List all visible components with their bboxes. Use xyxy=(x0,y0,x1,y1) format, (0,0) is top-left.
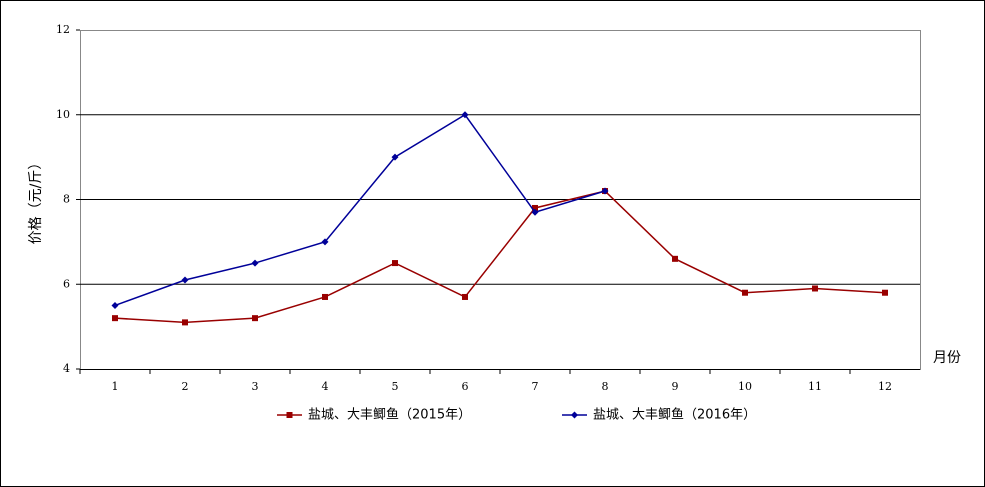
marker xyxy=(392,260,398,267)
marker xyxy=(286,412,293,418)
series-line xyxy=(114,113,606,307)
legend-label: 盐城、大丰鲫鱼（2015年） xyxy=(308,407,471,423)
y-tick-label: 6 xyxy=(63,277,70,290)
marker xyxy=(182,319,188,326)
y-tick-label: 4 xyxy=(63,362,70,375)
marker xyxy=(882,289,888,296)
x-tick-label: 6 xyxy=(462,380,469,393)
x-tick-label: 5 xyxy=(392,380,399,393)
marker xyxy=(321,238,329,246)
y-axis-label: 价格（元/斤） xyxy=(28,156,44,245)
x-tick-label: 2 xyxy=(182,380,189,393)
marker xyxy=(112,315,118,322)
x-tick-label: 9 xyxy=(672,380,679,393)
marker xyxy=(462,293,468,300)
y-tick-label: 10 xyxy=(56,108,70,121)
y-tick-label: 12 xyxy=(56,23,70,36)
x-tick-label: 7 xyxy=(532,380,539,393)
marker xyxy=(391,153,399,161)
marker xyxy=(812,285,818,292)
x-tick-label: 4 xyxy=(322,380,329,393)
marker xyxy=(571,411,578,419)
marker xyxy=(181,276,189,284)
x-tick-label: 10 xyxy=(738,380,752,393)
x-axis-label: 月份 xyxy=(933,350,961,366)
y-tick-label: 8 xyxy=(63,193,70,206)
marker xyxy=(111,301,119,309)
marker xyxy=(461,111,469,119)
marker xyxy=(532,204,538,211)
marker xyxy=(251,259,259,267)
x-tick-label: 12 xyxy=(878,380,892,393)
marker xyxy=(252,315,258,322)
marker xyxy=(742,289,748,296)
marker xyxy=(672,255,678,262)
x-tick-label: 8 xyxy=(602,380,609,393)
marker xyxy=(322,293,328,300)
legend-label: 盐城、大丰鲫鱼（2016年） xyxy=(593,407,756,423)
marker xyxy=(601,187,609,195)
series-line xyxy=(114,190,886,324)
marker xyxy=(531,208,539,216)
x-tick-label: 1 xyxy=(112,380,119,393)
x-tick-label: 11 xyxy=(808,380,822,393)
x-tick-label: 3 xyxy=(252,380,259,393)
